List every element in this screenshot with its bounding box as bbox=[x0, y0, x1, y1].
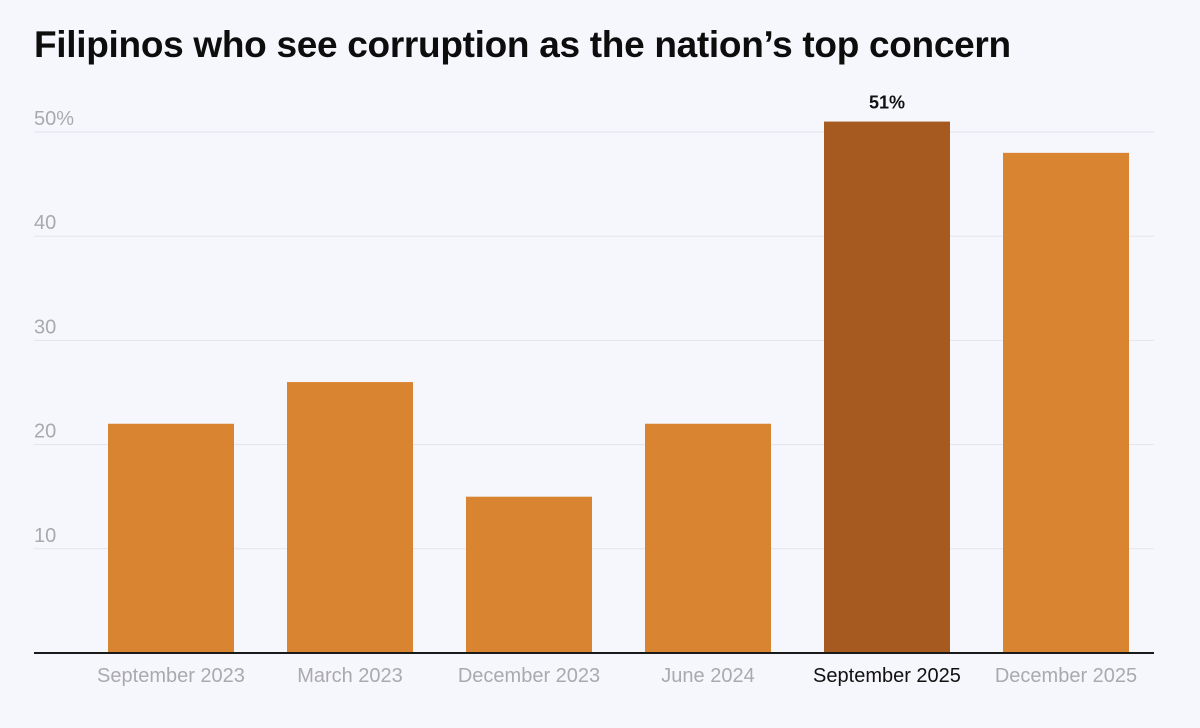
chart-title: Filipinos who see corruption as the nati… bbox=[34, 24, 1011, 65]
x-tick-label: September 2025 bbox=[813, 665, 961, 687]
x-tick-label: March 2023 bbox=[297, 665, 403, 687]
y-tick-label: 10 bbox=[34, 525, 56, 547]
bars bbox=[108, 121, 1129, 653]
y-axis-ticks: 10 20 30 40 50% bbox=[34, 108, 74, 547]
bar bbox=[1003, 152, 1129, 653]
x-tick-label: December 2023 bbox=[458, 665, 600, 687]
x-axis-ticks: September 2023 March 2023 December 2023 Jun… bbox=[97, 665, 1137, 687]
x-tick-label: September 2023 bbox=[97, 665, 245, 687]
bar bbox=[824, 121, 950, 653]
x-tick-label: December 2025 bbox=[995, 665, 1137, 687]
bar bbox=[287, 382, 413, 653]
y-tick-label: 20 bbox=[34, 421, 56, 443]
y-tick-label: 30 bbox=[34, 316, 56, 338]
data-labels: 51% bbox=[869, 93, 905, 113]
x-tick-label: June 2024 bbox=[661, 665, 754, 687]
y-tick-label: 40 bbox=[34, 212, 56, 234]
y-tick-label: 50% bbox=[34, 108, 74, 130]
bar bbox=[108, 423, 234, 653]
bar bbox=[466, 496, 592, 653]
bar bbox=[645, 423, 771, 653]
data-label: 51% bbox=[869, 93, 905, 113]
